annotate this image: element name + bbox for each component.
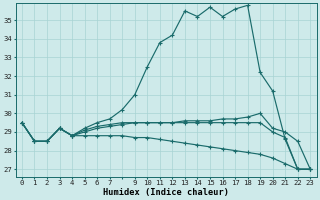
X-axis label: Humidex (Indice chaleur): Humidex (Indice chaleur) bbox=[103, 188, 229, 197]
